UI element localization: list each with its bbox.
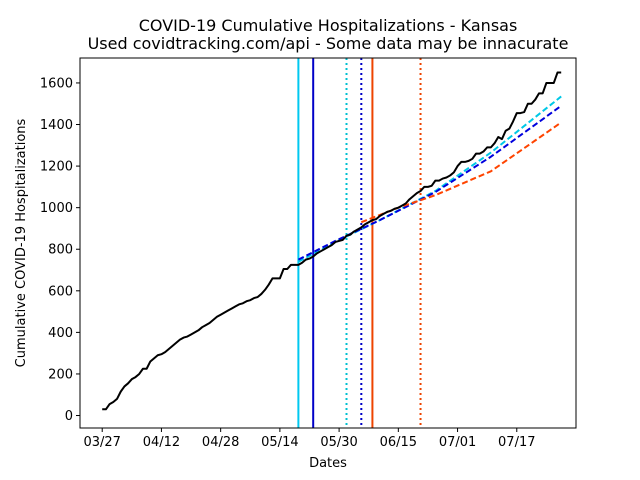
plot-area	[102, 58, 562, 428]
x-tick-label: 03/27	[83, 435, 120, 450]
y-tick-label: 1000	[40, 201, 73, 216]
y-tick-label: 600	[48, 284, 73, 299]
y-tick-label: 1600	[40, 76, 73, 91]
chart-title: COVID-19 Cumulative Hospitalizations - K…	[139, 16, 518, 35]
x-tick-label: 07/17	[498, 435, 535, 450]
series-line-projection-1	[297, 95, 562, 263]
plot-frame	[79, 57, 577, 429]
x-tick-label: 07/01	[439, 435, 476, 450]
y-tick-label: 0	[65, 409, 73, 424]
y-tick-label: 1400	[40, 118, 73, 133]
y-tick-label: 800	[48, 243, 73, 258]
y-axis: 0 200 400 600 800 1000 1200 1400 1600	[40, 76, 80, 424]
y-tick-label: 400	[48, 326, 73, 341]
y-tick-label: 1200	[40, 160, 73, 175]
x-tick-label: 05/30	[320, 435, 357, 450]
x-tick-label: 04/28	[202, 435, 239, 450]
chart-subtitle: Used covidtracking.com/api - Some data m…	[88, 34, 569, 53]
series-line-projection-3	[360, 121, 562, 224]
x-axis: 03/27 04/12 04/28 05/14 05/30 06/15 07/01 07/17	[83, 428, 536, 450]
x-tick-label: 05/14	[261, 435, 298, 450]
series-line-actual	[102, 71, 562, 411]
x-tick-label: 06/15	[380, 435, 417, 450]
y-tick-label: 200	[48, 367, 73, 382]
x-axis-label: Dates	[309, 456, 347, 471]
x-tick-label: 04/12	[143, 435, 180, 450]
series-line-projection-2	[297, 105, 562, 261]
y-axis-label: Cumulative COVID-19 Hospitalizations	[14, 118, 29, 367]
